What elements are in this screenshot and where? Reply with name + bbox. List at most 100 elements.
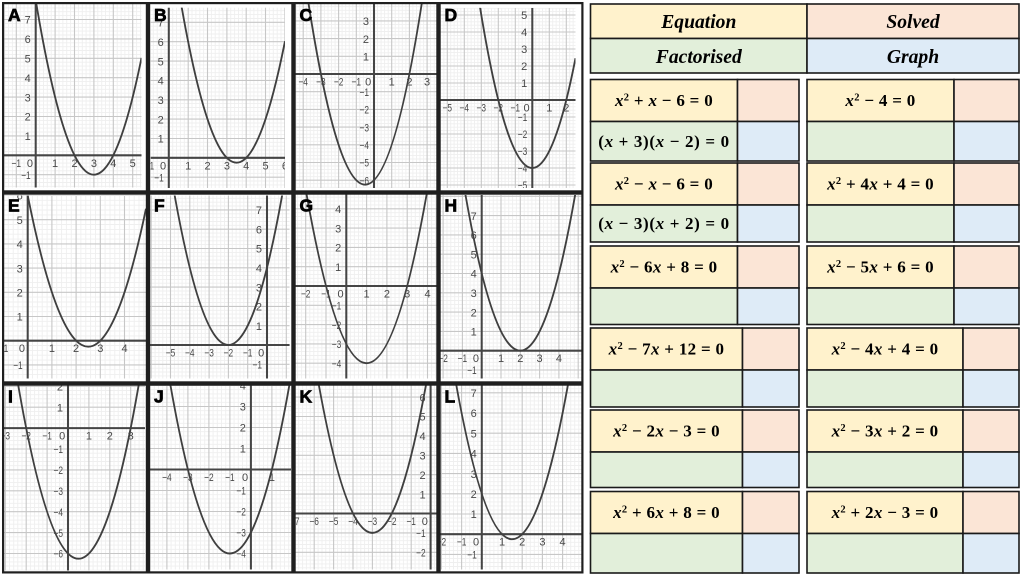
svg-text:(x + 3)(x − 2) = 0: (x + 3)(x − 2) = 0: [598, 132, 729, 151]
svg-text:Solved: Solved: [886, 12, 941, 33]
svg-text:−6: −6: [309, 516, 319, 528]
svg-text:−2: −2: [21, 431, 31, 443]
svg-text:6: 6: [256, 224, 262, 236]
svg-text:−4: −4: [236, 549, 246, 561]
svg-text:I: I: [8, 387, 13, 407]
svg-text:0: 0: [473, 353, 479, 365]
svg-text:2: 2: [158, 114, 164, 126]
svg-text:−1: −1: [243, 348, 253, 360]
svg-text:1: 1: [521, 78, 527, 90]
svg-text:x2​ − 4x + 4 = 0: x2​ − 4x + 4 = 0: [831, 340, 939, 359]
svg-text:4: 4: [419, 431, 425, 443]
svg-text:F: F: [154, 196, 165, 216]
svg-text:1: 1: [363, 52, 369, 64]
svg-text:−3: −3: [204, 348, 214, 360]
svg-text:−2: −2: [332, 320, 342, 332]
svg-text:−7: −7: [290, 516, 300, 528]
svg-text:5: 5: [471, 428, 477, 440]
svg-text:6: 6: [17, 191, 23, 203]
svg-text:5: 5: [130, 158, 136, 170]
svg-text:−2: −2: [416, 548, 426, 560]
svg-text:−3: −3: [477, 103, 487, 115]
svg-text:B: B: [154, 5, 167, 25]
svg-text:x2​ + 6x + 8 = 0: x2​ + 6x + 8 = 0: [612, 503, 720, 522]
svg-text:6: 6: [471, 230, 477, 242]
svg-text:1: 1: [49, 343, 55, 355]
svg-text:x2​ − 7x + 12 = 0: x2​ − 7x + 12 = 0: [608, 340, 725, 359]
svg-text:3: 3: [158, 95, 164, 107]
svg-text:1: 1: [471, 327, 477, 339]
svg-text:2: 2: [419, 470, 425, 482]
svg-text:1: 1: [52, 158, 58, 170]
svg-text:−1: −1: [145, 160, 155, 172]
svg-text:−1: −1: [0, 343, 8, 355]
svg-text:−4: −4: [460, 103, 470, 115]
svg-text:3: 3: [240, 402, 246, 414]
svg-text:0: 0: [473, 537, 479, 549]
svg-text:2: 2: [240, 423, 246, 435]
svg-text:1: 1: [256, 321, 262, 333]
svg-text:−3: −3: [54, 486, 64, 498]
svg-text:1: 1: [86, 431, 92, 443]
svg-text:6: 6: [158, 37, 164, 49]
svg-text:−4: −4: [518, 163, 528, 175]
svg-text:1: 1: [17, 312, 23, 324]
svg-text:2: 2: [256, 302, 262, 314]
svg-text:−2: −2: [301, 289, 311, 301]
svg-text:2: 2: [471, 489, 477, 501]
svg-text:−2: −2: [387, 516, 397, 528]
svg-text:−1: −1: [360, 87, 370, 99]
svg-text:−4: −4: [332, 358, 342, 370]
svg-text:0: 0: [242, 472, 248, 484]
svg-text:5: 5: [17, 215, 23, 227]
svg-text:−2: −2: [518, 129, 528, 141]
svg-text:6: 6: [471, 408, 477, 420]
svg-text:−2: −2: [437, 537, 447, 549]
svg-text:4: 4: [560, 537, 566, 549]
svg-text:−5: −5: [443, 103, 453, 115]
svg-text:4: 4: [521, 27, 527, 39]
svg-text:4: 4: [335, 204, 341, 216]
svg-text:−1: −1: [467, 550, 477, 562]
svg-text:0: 0: [258, 348, 264, 360]
svg-text:Equation: Equation: [660, 12, 736, 33]
svg-text:1: 1: [57, 402, 63, 414]
svg-text:−5: −5: [329, 516, 339, 528]
svg-text:−3: −3: [368, 516, 378, 528]
svg-text:3: 3: [97, 343, 103, 355]
svg-text:Factorised: Factorised: [655, 47, 743, 68]
svg-text:2: 2: [517, 353, 523, 365]
svg-text:x2​ − 6x + 8 = 0: x2​ − 6x + 8 = 0: [610, 258, 718, 277]
svg-text:5: 5: [158, 56, 164, 68]
svg-text:−1: −1: [352, 77, 362, 89]
svg-text:4: 4: [424, 289, 430, 301]
svg-text:2: 2: [519, 537, 525, 549]
svg-text:4: 4: [471, 449, 477, 461]
svg-text:−1: −1: [21, 170, 31, 182]
svg-text:1: 1: [499, 537, 505, 549]
svg-text:G: G: [300, 196, 314, 216]
svg-text:−3: −3: [518, 146, 528, 158]
svg-text:3: 3: [537, 353, 543, 365]
svg-text:3: 3: [424, 77, 430, 89]
svg-text:−5: −5: [360, 158, 370, 170]
svg-text:−2: −2: [360, 105, 370, 117]
svg-text:Graph: Graph: [887, 47, 939, 68]
svg-text:−3: −3: [236, 528, 246, 540]
svg-text:4: 4: [471, 269, 477, 281]
svg-text:3: 3: [17, 263, 23, 275]
svg-text:1: 1: [335, 262, 341, 274]
svg-text:L: L: [445, 387, 456, 407]
svg-text:2: 2: [363, 34, 369, 46]
svg-text:5: 5: [262, 160, 268, 172]
svg-text:3: 3: [404, 289, 410, 301]
svg-text:2: 2: [204, 160, 210, 172]
svg-text:−5: −5: [166, 348, 176, 360]
svg-text:4: 4: [17, 239, 23, 251]
svg-text:4: 4: [110, 158, 116, 170]
svg-text:4: 4: [158, 76, 164, 88]
svg-text:−4: −4: [54, 507, 64, 519]
svg-text:x2​ − 3x + 2 = 0: x2​ − 3x + 2 = 0: [831, 422, 939, 441]
svg-text:3: 3: [363, 16, 369, 28]
svg-text:−1: −1: [467, 365, 477, 377]
